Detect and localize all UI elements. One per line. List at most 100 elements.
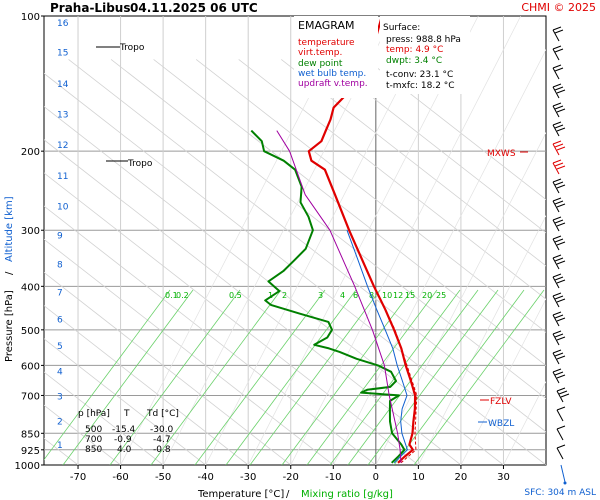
x-tick-label: 20	[455, 472, 468, 483]
wind-barb-flag	[556, 444, 566, 449]
legend-temperature: temperature	[298, 38, 355, 48]
mixing-ratio-line	[413, 289, 545, 465]
dry-adiabat-line	[44, 371, 164, 465]
y-axis: 100 200 300 400 500 600 700 850 925 1000	[15, 12, 44, 472]
tropo-label-upper: Tropo	[119, 43, 145, 53]
wind-barb-flag	[554, 29, 564, 34]
mixing-ratio-layer: 0.10.2 0.5 1 2 3 4 6 8 10 12 15 20 25	[44, 289, 545, 465]
table-row: -30.0	[150, 425, 174, 435]
wind-barb-flag	[556, 425, 566, 430]
wind-barb-staff	[552, 314, 560, 327]
y-tick-label: 100	[21, 12, 40, 23]
altitude-tick-label: 1	[57, 441, 63, 451]
wind-barb-flag	[552, 311, 562, 316]
dry-adiabat-line	[44, 238, 334, 465]
wind-barb	[556, 444, 566, 460]
altitude-tick-label: 3	[57, 393, 63, 403]
mixing-ratio-label: 12	[393, 291, 403, 300]
y-tick-label: 200	[21, 147, 40, 158]
legend-dew-point: dew point	[298, 59, 343, 69]
wind-barb-flag	[556, 146, 566, 151]
wind-barbs	[552, 26, 570, 485]
station-title: Praha-Libus	[50, 1, 130, 15]
wind-barb-flag	[554, 295, 564, 300]
wind-barb	[552, 178, 566, 194]
mixing-ratio-label: 2	[282, 291, 287, 300]
altitude-tick-label: 6	[57, 316, 63, 326]
x-tick-label: 30	[497, 472, 510, 483]
wind-barb-flag	[560, 393, 570, 398]
wind-barb	[552, 273, 566, 289]
wind-barb	[556, 387, 570, 403]
wind-barb-staff	[552, 86, 560, 99]
series-dew-point	[250, 129, 406, 464]
wind-barb-flag	[552, 140, 562, 145]
wind-barb-flag	[554, 238, 564, 243]
dry-adiabat-line	[44, 205, 377, 465]
wind-barb-staff	[552, 67, 560, 80]
wind-barb-staff	[556, 428, 564, 441]
wind-barb-staff	[552, 162, 560, 175]
dry-adiabat-line	[44, 338, 206, 465]
wind-barb	[552, 102, 566, 118]
altitude-tick-label: 7	[57, 289, 63, 299]
wind-barb	[552, 254, 566, 270]
wind-barb	[552, 26, 564, 42]
wind-barb-staff	[552, 48, 560, 61]
y-tick-label: 500	[21, 326, 40, 337]
wind-barb-flag	[552, 292, 562, 297]
surface-info: Surface: press: 988.8 hPa temp: 4.9 °C d…	[380, 16, 470, 94]
dry-adiabat-line	[44, 139, 462, 465]
table-row: -15.4	[112, 425, 136, 435]
dry-adiabat-line	[153, 59, 546, 366]
mixing-ratio-line	[367, 289, 499, 465]
mixing-ratio-line	[62, 289, 194, 465]
table-header-td: Td [°C]	[146, 409, 179, 419]
wind-barb-flag	[556, 355, 566, 360]
wind-barb-flag	[556, 317, 566, 322]
wind-barb-flag	[552, 273, 562, 278]
mixing-ratio-label: 6	[353, 291, 358, 300]
wind-barb	[556, 425, 566, 441]
mixing-ratio-label: 4	[340, 291, 345, 300]
y-axis-separator: /	[4, 271, 15, 275]
wind-barb-flag	[554, 219, 564, 224]
wind-barb-flag	[554, 124, 564, 129]
wind-barb-flag	[554, 105, 564, 110]
mixing-ratio-label: 10	[382, 291, 392, 300]
dry-adiabat-line	[195, 59, 546, 333]
altitude-tick-label: 9	[57, 232, 63, 242]
wind-barb-flag	[556, 184, 566, 189]
wind-barb-flag	[552, 197, 562, 202]
dry-adiabat-line	[44, 172, 419, 465]
wind-barb-staff	[552, 105, 560, 118]
wind-barb-flag	[554, 371, 564, 376]
isotherm-skew-line	[418, 215, 546, 465]
series-updraft-v-temp	[276, 130, 402, 463]
surface-temp: temp: 4.9 °C	[386, 45, 443, 55]
wind-barb-flag	[552, 330, 562, 335]
dry-adiabat-line	[238, 59, 546, 300]
mixing-ratio-line	[306, 289, 438, 465]
x-tick-label: -30	[240, 472, 256, 483]
sfc-label: SFC: 304 m ASL	[524, 488, 596, 498]
table-header-p: p [hPa]	[78, 409, 110, 419]
wind-barb-flag	[552, 254, 562, 259]
mixing-ratio-label: 0.1	[165, 291, 178, 300]
mixing-ratio-line	[347, 289, 479, 465]
mixing-ratio-label: 15	[405, 291, 415, 300]
wind-barb-flag	[556, 279, 566, 284]
legend-virt-temp: virt.temp.	[298, 48, 342, 58]
level-markers: MXWS FZLV WBZL	[478, 149, 528, 429]
mixing-ratio-label: 1	[268, 291, 273, 300]
altitude-tick-label: 10	[57, 202, 69, 212]
altitude-tick-label: 5	[57, 342, 63, 352]
x-tick-label: -50	[155, 472, 171, 483]
wind-barb-flag	[552, 83, 562, 88]
x-tick-label: -40	[197, 472, 213, 483]
datetime-title: 04.11.2025 06 UTC	[130, 1, 258, 15]
altitude-tick-label: 13	[57, 111, 68, 121]
wind-barb-flag	[554, 276, 564, 281]
wind-barb-flag	[556, 165, 566, 170]
wind-barb-staff	[552, 29, 560, 42]
